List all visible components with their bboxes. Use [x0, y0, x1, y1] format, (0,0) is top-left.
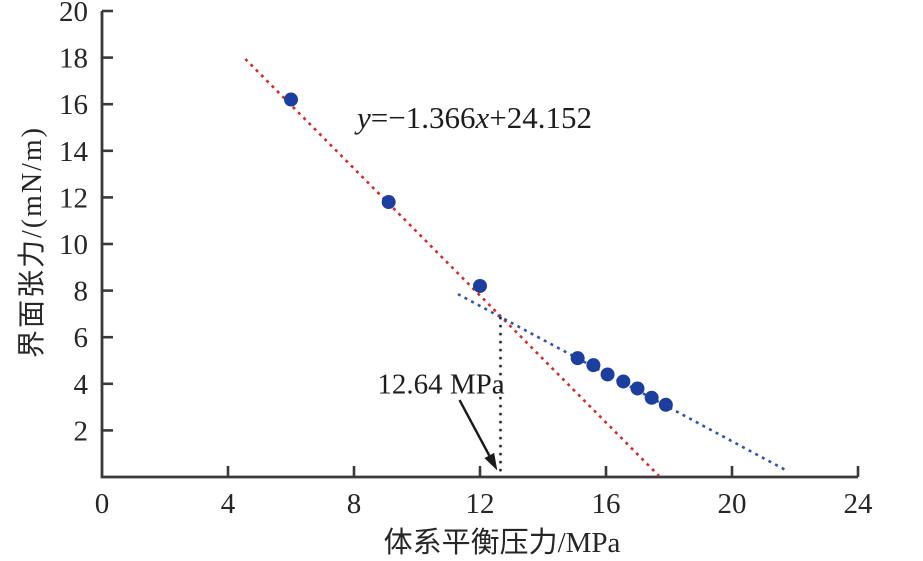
- data-point: [616, 374, 631, 389]
- x-tick-label: 24: [844, 488, 874, 520]
- y-tick-label: 6: [74, 322, 89, 354]
- data-point: [473, 278, 487, 293]
- mmp-arrow-shaft: [458, 399, 491, 457]
- y-tick-label: 4: [74, 369, 89, 401]
- x-tick-label: 20: [718, 488, 747, 520]
- data-point: [600, 367, 615, 382]
- x-tick-label: 8: [347, 488, 362, 520]
- y-tick-label: 8: [74, 276, 89, 308]
- y-tick-label: 20: [59, 0, 88, 28]
- x-tick-label: 4: [221, 488, 236, 520]
- y-tick-label: 16: [59, 89, 88, 121]
- mmp-arrow-head: [484, 452, 498, 471]
- x-tick-label: 0: [95, 488, 110, 520]
- mmp-annotation-label: 12.64 MPa: [377, 368, 505, 401]
- fit-equation-label: y=−1.366x+24.152: [357, 100, 592, 136]
- data-point: [381, 195, 396, 210]
- data-point: [644, 390, 659, 405]
- equation-var-x: x: [475, 100, 490, 135]
- data-point: [630, 381, 645, 396]
- data-point: [658, 397, 673, 412]
- data-point: [570, 351, 585, 366]
- data-point: [284, 92, 298, 107]
- data-point: [586, 358, 601, 373]
- y-tick-label: 12: [59, 182, 88, 214]
- axis-lines: [100, 11, 858, 479]
- blue-regression-line: [457, 292, 787, 472]
- x-tick-label: 16: [592, 488, 621, 520]
- x-tick-label: 12: [466, 488, 495, 520]
- equation-tail: +24.152: [489, 100, 592, 135]
- y-tick-label: 14: [59, 136, 89, 168]
- y-tick-label: 10: [59, 229, 88, 261]
- y-tick-label: 2: [74, 415, 89, 447]
- red-regression-line: [244, 58, 660, 477]
- equation-var-y: y: [357, 100, 371, 135]
- y-axis-title: 界面张力/(mN/m): [17, 126, 48, 358]
- y-tick-label: 18: [59, 43, 88, 75]
- x-axis-title: 体系平衡压力/MPa: [383, 527, 621, 559]
- equation-body: =−1.366: [370, 100, 476, 135]
